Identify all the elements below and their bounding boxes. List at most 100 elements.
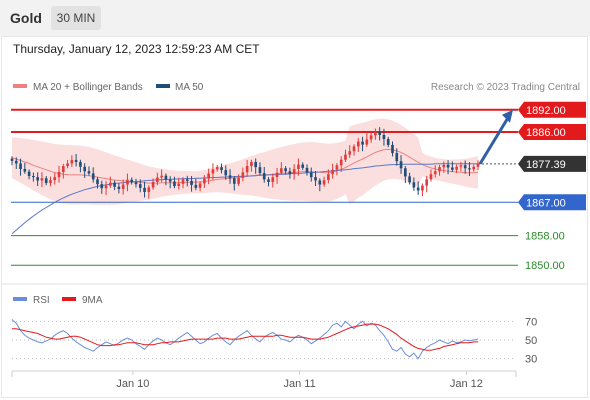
candle-body	[361, 141, 364, 145]
rsi-ma-legend-label: 9MA	[82, 295, 103, 306]
rsi-tick-label: 70	[525, 316, 537, 328]
candle-body	[446, 164, 450, 168]
candle-body	[121, 184, 125, 189]
support-level-label: 1850.00	[525, 260, 565, 272]
rsi-legend-label: RSI	[33, 295, 50, 306]
candle-body	[288, 171, 292, 175]
candle-body	[408, 176, 411, 183]
ma50-legend-label: MA 50	[175, 82, 204, 93]
candle-body	[301, 164, 305, 168]
candle-body	[339, 159, 343, 166]
candle-body	[271, 177, 275, 182]
candle-body	[442, 164, 446, 168]
candle-body	[185, 179, 189, 181]
research-credit: Research © 2023 Trading Central	[431, 82, 580, 93]
candle-body	[395, 153, 399, 162]
candle-body	[365, 139, 369, 145]
candle-body	[53, 177, 57, 181]
candle-body	[198, 183, 202, 188]
candle-body	[10, 158, 14, 161]
candle-body	[412, 182, 416, 188]
candle-body	[284, 168, 287, 172]
candle-body	[79, 161, 82, 167]
chart-header: Gold 30 MIN	[0, 0, 590, 36]
candle-body	[335, 165, 339, 170]
candle-body	[322, 180, 326, 185]
candle-body	[305, 167, 309, 173]
rsi-tick-label: 30	[525, 354, 537, 366]
candle-body	[211, 169, 215, 174]
candle-body	[220, 167, 223, 171]
candle-body	[421, 185, 424, 191]
rsi-ma-line	[12, 323, 478, 351]
rsi-lines	[11, 319, 479, 360]
candle-body	[241, 172, 245, 178]
projection-arrowhead	[502, 109, 513, 123]
chart-frame	[1, 36, 588, 398]
current-label-tag	[518, 155, 586, 172]
candle-body	[83, 166, 86, 172]
candle-body	[177, 183, 181, 187]
timeframe-button[interactable]: 30 MIN	[51, 6, 101, 30]
candle-body	[280, 168, 283, 173]
projection-arrow	[478, 109, 513, 165]
candle-body	[49, 180, 52, 184]
x-axis-ticks: Jan 10 Jan 11 Jan 12	[116, 371, 483, 390]
rsi-grid: 70 50 30	[12, 316, 537, 366]
candle-body	[472, 166, 476, 170]
candle-body	[57, 171, 61, 178]
rsi-line	[11, 319, 479, 360]
candle-body	[455, 166, 458, 170]
resistance-level-label: 1892.00	[526, 105, 566, 117]
candle-body	[352, 146, 356, 152]
candle-body	[318, 180, 322, 185]
candle-body	[468, 168, 471, 170]
candle-body	[258, 167, 262, 174]
candle-body	[327, 174, 330, 181]
candle-body	[356, 141, 360, 147]
candle-body	[19, 163, 22, 169]
candle-body	[344, 154, 347, 160]
candle-body	[117, 186, 121, 189]
candle-body	[173, 181, 176, 187]
candle-body	[404, 168, 407, 177]
candle-body	[181, 179, 185, 184]
candle-body	[254, 161, 258, 168]
candle-body	[70, 160, 74, 164]
ma50-legend-swatch	[156, 84, 170, 88]
rsi-legend-swatch	[13, 297, 27, 301]
candle-body	[262, 173, 266, 180]
current-level-label: 1877.39	[526, 159, 566, 171]
bb-legend-label: MA 20 + Bollinger Bands	[33, 82, 143, 93]
rsi-ma-legend-swatch	[62, 297, 76, 301]
candle-body	[40, 178, 44, 181]
candle-body	[433, 171, 437, 175]
candle-body	[87, 171, 91, 174]
chart-timestamp: Thursday, January 12, 2023 12:59:23 AM C…	[13, 42, 260, 56]
candle-body	[250, 161, 253, 167]
candle-body	[331, 169, 334, 175]
candle-body	[130, 179, 134, 183]
candle-body	[32, 176, 35, 178]
candle-body	[134, 182, 138, 185]
resistance-level-label: 1886.00	[526, 127, 566, 139]
instrument-title: Gold	[10, 10, 42, 26]
candle-body	[151, 181, 155, 188]
candle-body	[232, 178, 236, 184]
resistance-label-tag	[518, 101, 586, 118]
candle-body	[463, 165, 467, 169]
resistance-label-tag	[518, 124, 586, 140]
candle-body	[66, 163, 69, 167]
candle-body	[292, 169, 296, 175]
candle-body	[297, 164, 300, 169]
candle-body	[378, 132, 381, 135]
candle-body	[44, 178, 48, 184]
candle-body	[207, 173, 210, 179]
support-level-label: 1858.00	[525, 231, 565, 243]
candle-body	[160, 175, 163, 178]
candle-body	[23, 169, 27, 172]
x-tick-label: Jan 10	[116, 378, 149, 390]
ma20-line	[11, 148, 479, 184]
candle-body	[100, 184, 104, 189]
